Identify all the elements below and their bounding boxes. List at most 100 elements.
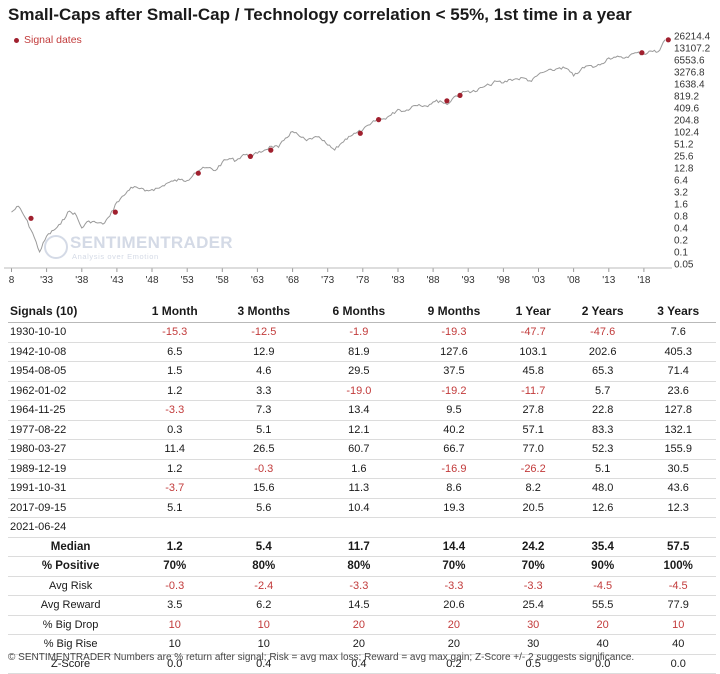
series-line — [11, 39, 666, 254]
return-cell — [216, 517, 312, 538]
return-cell: -12.5 — [216, 322, 312, 343]
summary-cell: 0.4 — [311, 654, 407, 674]
summary-cell: 70% — [133, 556, 217, 577]
price-chart: 26214.413107.26553.63276.81638.4819.2409… — [4, 32, 711, 286]
summary-cell: 57.5 — [640, 536, 716, 557]
summary-cell: 90% — [564, 556, 641, 577]
summary-cell: 25.4 — [501, 595, 565, 616]
return-cell: 71.4 — [640, 361, 716, 382]
summary-cell: 20 — [564, 615, 641, 635]
y-tick-label: 25.6 — [674, 152, 694, 163]
summary-cell: 70% — [406, 556, 502, 577]
summary-row-zscore: Z-Score 0.0 0.4 0.4 0.2 0.5 0.0 0.0 — [8, 654, 716, 674]
summary-cell: 10 — [216, 615, 312, 635]
y-tick-label: 0.8 — [674, 212, 688, 223]
return-cell: 52.3 — [564, 439, 641, 460]
return-cell: 57.1 — [501, 420, 565, 440]
signal-date: 1954-08-05 — [8, 361, 134, 382]
chart-title: Small-Caps after Small-Cap / Technology … — [8, 5, 632, 24]
x-tick-label: '33 — [40, 275, 53, 286]
signal-point — [247, 153, 253, 159]
y-tick-label: 6.4 — [674, 176, 688, 187]
return-cell: -19.3 — [406, 322, 502, 343]
return-cell: 22.8 — [564, 400, 641, 421]
summary-row-risk: Avg Risk -0.3 -2.4 -3.3 -3.3 -3.3 -4.5 -4.5 — [8, 576, 716, 596]
y-tick-label: 409.6 — [674, 104, 699, 115]
return-cell: 13.4 — [311, 400, 407, 421]
return-cell: 1.2 — [133, 459, 217, 479]
table-row: 1980-03-27 11.4 26.5 60.7 66.7 77.0 52.3 155.9 — [8, 439, 716, 460]
y-tick-label: 102.4 — [674, 128, 699, 139]
return-cell: 5.7 — [564, 381, 641, 401]
y-tick-label: 819.2 — [674, 92, 699, 103]
return-cell: 83.3 — [564, 420, 641, 440]
header-period: 1 Month — [133, 300, 217, 323]
header-period: 1 Year — [501, 300, 565, 323]
return-cell: -47.6 — [564, 322, 641, 343]
y-tick-label: 0.4 — [674, 224, 688, 235]
return-cell: -19.0 — [311, 381, 407, 401]
return-cell: 11.3 — [311, 478, 407, 499]
return-cell: 1.6 — [311, 459, 407, 479]
header-period: 9 Months — [406, 300, 502, 323]
return-cell — [133, 517, 217, 538]
summary-cell: 3.5 — [133, 595, 217, 616]
chart-legend: Signal dates — [14, 34, 82, 46]
return-cell: 405.3 — [640, 342, 716, 362]
summary-label: Avg Risk — [8, 576, 134, 596]
return-cell: 30.5 — [640, 459, 716, 479]
return-cell: -15.3 — [133, 322, 217, 343]
return-cell — [501, 517, 565, 538]
summary-row-positive: % Positive 70% 80% 80% 70% 70% 90% 100% — [8, 556, 716, 577]
return-cell: 1.5 — [133, 361, 217, 382]
summary-cell: 14.4 — [406, 536, 502, 557]
return-cell — [640, 517, 716, 538]
summary-cell: 0.4 — [216, 654, 312, 674]
table-row: 2021-06-24 — [8, 517, 716, 538]
y-tick-label: 51.2 — [674, 140, 694, 151]
return-cell: -3.3 — [133, 400, 217, 421]
summary-row-median: Median 1.2 5.4 11.7 14.4 24.2 35.4 57.5 — [8, 536, 716, 557]
signal-date: 1964-11-25 — [8, 400, 134, 421]
signal-date: 1930-10-10 — [8, 322, 134, 343]
return-cell: 12.1 — [311, 420, 407, 440]
summary-cell: -4.5 — [640, 576, 716, 596]
return-cell: 15.6 — [216, 478, 312, 499]
summary-row-bigrise: % Big Rise 10 10 20 20 30 40 40 — [8, 634, 716, 655]
summary-cell: 24.2 — [501, 536, 565, 557]
x-tick-label: '83 — [391, 275, 404, 286]
x-tick-label: '88 — [427, 275, 440, 286]
return-cell: -26.2 — [501, 459, 565, 479]
table-row: 1930-10-10 -15.3 -12.5 -1.9 -19.3 -47.7 -47.6 7… — [8, 322, 716, 343]
summary-cell: 14.5 — [311, 595, 407, 616]
y-tick-label: 12.8 — [674, 164, 694, 175]
footnote: © SENTIMENTRADER Numbers are % return af… — [8, 652, 635, 663]
header-signals: Signals (10) — [8, 300, 134, 323]
x-tick-label: '98 — [497, 275, 510, 286]
return-cell: 23.6 — [640, 381, 716, 401]
summary-cell: 10 — [640, 615, 716, 635]
return-cell: -0.3 — [216, 459, 312, 479]
legend-label: Signal dates — [24, 34, 82, 46]
summary-cell: 77.9 — [640, 595, 716, 616]
return-cell: 26.5 — [216, 439, 312, 460]
summary-cell: 10 — [133, 634, 217, 655]
signal-point — [268, 147, 274, 153]
return-cell: 43.6 — [640, 478, 716, 499]
x-tick-label: '68 — [286, 275, 299, 286]
signal-point — [457, 92, 463, 98]
return-cell: 12.3 — [640, 498, 716, 518]
summary-cell: 30 — [501, 634, 565, 655]
summary-cell: 40 — [640, 634, 716, 655]
x-tick-label: '13 — [602, 275, 615, 286]
summary-cell: 1.2 — [133, 536, 217, 557]
y-tick-label: 1.6 — [674, 200, 688, 211]
x-tick-label: '43 — [110, 275, 123, 286]
table-row: 1977-08-22 0.3 5.1 12.1 40.2 57.1 83.3 132.1 — [8, 420, 716, 440]
signal-point — [112, 209, 118, 215]
y-tick-label: 6553.6 — [674, 56, 705, 67]
return-cell: 7.6 — [640, 322, 716, 343]
return-cell: -16.9 — [406, 459, 502, 479]
return-cell: 11.4 — [133, 439, 217, 460]
summary-cell: 20.6 — [406, 595, 502, 616]
